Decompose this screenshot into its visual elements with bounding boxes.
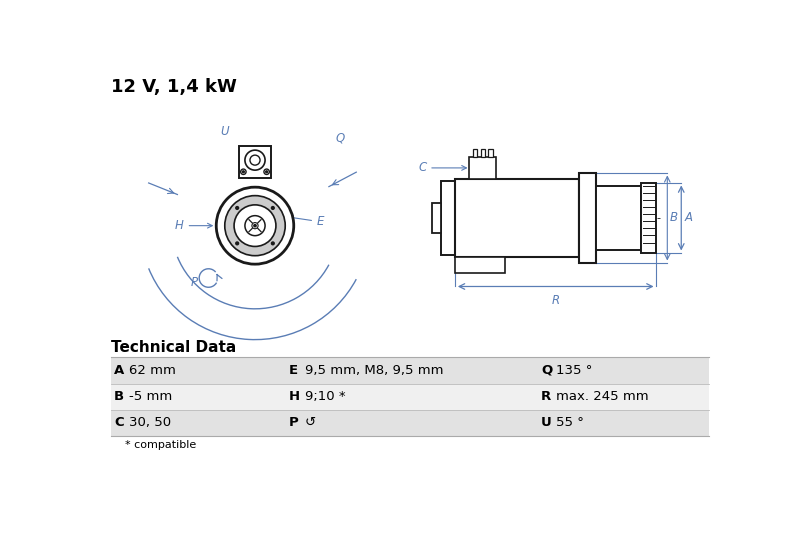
Circle shape: [233, 239, 242, 248]
Bar: [238, 146, 271, 178]
Bar: [111, 410, 709, 436]
Circle shape: [236, 242, 238, 245]
Bar: [111, 357, 709, 384]
Circle shape: [269, 204, 277, 212]
Text: B: B: [114, 390, 124, 403]
Text: H: H: [175, 219, 212, 232]
Circle shape: [271, 242, 274, 245]
Circle shape: [250, 155, 260, 165]
Circle shape: [216, 187, 294, 264]
Text: H: H: [289, 390, 300, 403]
Bar: [455, 179, 579, 257]
Text: R: R: [552, 294, 560, 307]
Bar: [473, 149, 478, 157]
Circle shape: [254, 224, 256, 227]
Text: 9,5 mm, M8, 9,5 mm: 9,5 mm, M8, 9,5 mm: [305, 364, 443, 377]
Text: ↺: ↺: [305, 416, 316, 429]
Bar: [641, 182, 657, 253]
Text: E: E: [289, 364, 298, 377]
Circle shape: [245, 216, 265, 236]
Text: C: C: [418, 161, 466, 174]
Text: * compatible: * compatible: [125, 440, 196, 450]
Text: 12 V, 1,4 kW: 12 V, 1,4 kW: [111, 78, 237, 96]
Circle shape: [236, 207, 238, 209]
Text: R: R: [541, 390, 551, 403]
Text: 62 mm: 62 mm: [130, 364, 176, 377]
Bar: [432, 203, 441, 232]
Circle shape: [242, 171, 244, 173]
Text: 135 °: 135 °: [557, 364, 593, 377]
Text: Q: Q: [541, 364, 552, 377]
Text: 55 °: 55 °: [557, 416, 584, 429]
Text: Technical Data: Technical Data: [111, 341, 236, 356]
Bar: [111, 384, 709, 410]
Circle shape: [266, 171, 267, 173]
Text: P: P: [190, 276, 198, 289]
Text: C: C: [114, 416, 123, 429]
Circle shape: [269, 239, 277, 248]
Text: B: B: [670, 212, 678, 224]
Bar: [469, 157, 496, 179]
Circle shape: [264, 169, 270, 174]
Bar: [596, 187, 641, 249]
Circle shape: [271, 207, 274, 209]
Bar: [229, 199, 282, 252]
Text: U: U: [541, 416, 552, 429]
Text: Q: Q: [335, 132, 345, 144]
Circle shape: [241, 169, 246, 174]
Bar: [441, 181, 455, 255]
Text: P: P: [289, 416, 299, 429]
Text: A: A: [685, 212, 693, 224]
Text: 9;10 *: 9;10 *: [305, 390, 346, 403]
Circle shape: [225, 196, 286, 256]
Bar: [455, 257, 506, 273]
Bar: [579, 173, 596, 263]
Text: max. 245 mm: max. 245 mm: [557, 390, 649, 403]
Text: -5 mm: -5 mm: [130, 390, 173, 403]
Text: A: A: [114, 364, 124, 377]
Circle shape: [245, 150, 265, 170]
Circle shape: [234, 205, 276, 246]
Text: U: U: [220, 125, 229, 139]
Circle shape: [252, 223, 258, 229]
Circle shape: [233, 204, 242, 212]
Bar: [488, 149, 493, 157]
Bar: [481, 149, 485, 157]
Text: E: E: [289, 215, 324, 228]
Text: 30, 50: 30, 50: [130, 416, 171, 429]
